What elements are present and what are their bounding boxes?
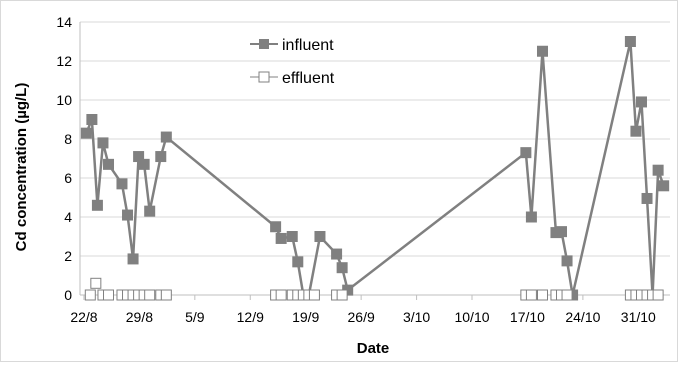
data-point-influent <box>292 256 304 268</box>
data-point-effluent <box>84 289 96 301</box>
data-point-effluent <box>90 277 102 289</box>
x-tick-label: 24/10 <box>565 309 600 325</box>
data-point-influent <box>314 231 326 242</box>
data-point-influent <box>127 253 139 265</box>
data-point-influent <box>658 180 670 192</box>
data-point-influent <box>286 231 298 242</box>
x-tick-label: 12/9 <box>237 309 264 325</box>
y-tick-label: 2 <box>64 248 72 264</box>
data-point-influent <box>525 211 537 223</box>
series-markers <box>80 36 670 301</box>
y-tick-labels: 0 2 4 6 8 10 12 14 <box>56 14 72 303</box>
data-point-influent <box>624 36 636 47</box>
y-tick-label: 0 <box>64 287 72 303</box>
data-point-influent <box>97 137 109 149</box>
x-tick-labels: 22/8 29/8 5/9 12/9 19/9 26/9 3/10 10/10 17/10 24/… <box>70 309 656 325</box>
data-point-influent <box>122 209 134 221</box>
data-point-effluent <box>561 289 573 301</box>
data-point-effluent <box>652 289 664 301</box>
y-axis-label: Cd concentration (µg/L) <box>13 83 30 252</box>
legend-effluent-marker <box>258 71 270 83</box>
data-point-influent <box>86 114 98 125</box>
y-tick-label: 12 <box>56 53 72 69</box>
data-point-influent <box>556 226 568 238</box>
data-point-influent <box>336 262 348 274</box>
data-point-effluent <box>103 289 115 301</box>
data-point-influent <box>275 232 287 244</box>
data-point-influent <box>155 151 167 163</box>
data-point-effluent <box>336 289 348 301</box>
x-tick-label: 26/9 <box>348 309 375 325</box>
data-point-effluent <box>536 289 548 301</box>
data-point-influent <box>520 147 532 159</box>
data-point-effluent <box>144 289 156 301</box>
data-point-influent <box>635 96 647 108</box>
data-point-effluent <box>525 289 537 301</box>
data-point-influent <box>138 158 150 170</box>
data-point-influent <box>116 178 128 190</box>
y-tick-label: 14 <box>56 14 72 30</box>
legend-influent-marker <box>259 39 269 49</box>
x-axis-label: Date <box>357 340 390 357</box>
legend: influent effluent <box>250 37 335 87</box>
x-tick-label: 17/10 <box>510 309 545 325</box>
legend-effluent-label: effluent <box>282 70 335 87</box>
x-tick-label: 29/8 <box>126 309 153 325</box>
data-point-influent <box>133 151 145 163</box>
y-tick-label: 4 <box>64 209 72 225</box>
y-tick-label: 10 <box>56 92 72 108</box>
data-point-influent <box>652 164 664 176</box>
data-point-influent <box>103 158 115 170</box>
x-tick-label: 10/10 <box>454 309 489 325</box>
data-point-influent <box>630 125 642 137</box>
data-point-influent <box>270 221 282 233</box>
data-point-influent <box>80 127 92 139</box>
x-tick-label: 5/9 <box>185 309 205 325</box>
y-tick-label: 8 <box>64 131 72 147</box>
data-point-effluent <box>160 289 172 301</box>
gridlines <box>80 21 670 257</box>
y-tick-label: 6 <box>64 170 72 186</box>
x-tick-label: 3/10 <box>403 309 430 325</box>
data-point-influent <box>561 255 573 267</box>
data-point-effluent <box>308 289 320 301</box>
legend-influent-label: influent <box>282 37 334 54</box>
data-point-influent <box>641 192 653 204</box>
data-point-influent <box>91 199 103 211</box>
data-point-influent <box>144 205 156 217</box>
data-point-influent <box>536 45 548 57</box>
x-tick-label: 19/9 <box>292 309 319 325</box>
x-tick-label: 22/8 <box>70 309 97 325</box>
x-tick-label: 31/10 <box>621 309 656 325</box>
data-point-effluent <box>275 289 287 301</box>
data-point-influent <box>331 248 343 260</box>
data-point-influent <box>160 131 172 143</box>
